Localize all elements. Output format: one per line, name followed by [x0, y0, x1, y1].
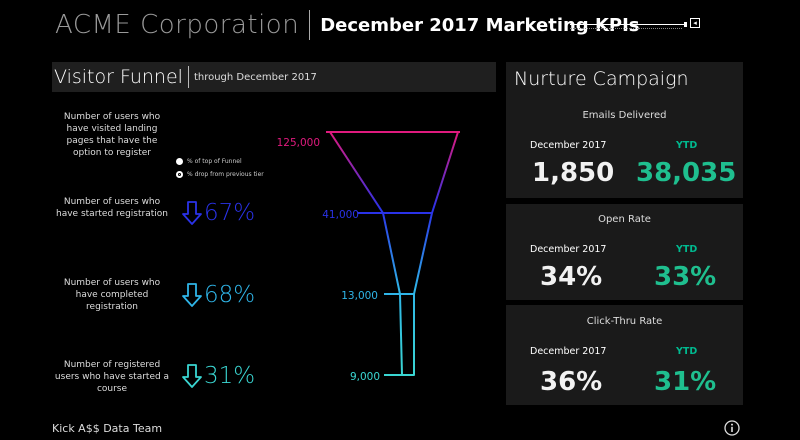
tier-description-3: Number of users who have completed regis…	[63, 278, 161, 312]
company-name: ACME Corporation	[55, 10, 300, 40]
radio-selected-icon[interactable]	[176, 171, 183, 178]
dashboard-title: ACME Corporation December 2017 Marketing…	[55, 10, 640, 40]
down-arrow-icon	[182, 201, 202, 225]
slider-step-icon[interactable]: ◂	[690, 18, 700, 28]
drop-tier-3: 68%	[182, 282, 255, 308]
slider-ticks	[570, 28, 682, 29]
down-arrow-icon	[182, 283, 202, 307]
ytd-label: YTD	[676, 346, 698, 357]
nurture-panel-click-thru: Click-Thru Rate December 2017 YTD 36% 31…	[506, 305, 743, 405]
drop-value: 68%	[204, 282, 256, 308]
funnel-chart: 125,000 41,000 13,000 9,000	[277, 131, 460, 383]
month-label: December 2017	[530, 140, 607, 151]
ytd-label: YTD	[676, 244, 698, 255]
legend-option-top-of-funnel[interactable]: % of top of Funnel	[176, 155, 264, 168]
open-rate-ytd-value: 33%	[654, 262, 717, 292]
nurture-panel-open-rate: Open Rate December 2017 YTD 34% 33%	[506, 204, 743, 300]
tier-description-4: Number of registered users who have star…	[54, 360, 170, 394]
tier-value-1: 125,000	[277, 137, 320, 149]
tier-value-3: 13,000	[341, 290, 378, 302]
drop-tier-4: 31%	[182, 363, 255, 389]
date-slider[interactable]: ◂	[570, 18, 700, 32]
emails-ytd-value: 38,035	[636, 158, 737, 188]
funnel-legend[interactable]: % of top of Funnel % drop from previous …	[176, 155, 264, 181]
click-thru-month-value: 36%	[540, 367, 603, 397]
drop-value: 67%	[204, 200, 256, 226]
drop-tier-2: 67%	[182, 200, 255, 226]
tier-value-2: 41,000	[322, 209, 359, 221]
emails-month-value: 1,850	[532, 158, 615, 188]
funnel-title: Visitor Funnel	[54, 66, 183, 88]
title-divider	[309, 10, 311, 40]
funnel-outline	[329, 131, 459, 376]
ytd-label: YTD	[676, 140, 698, 151]
month-label: December 2017	[530, 346, 607, 357]
slider-track[interactable]	[570, 24, 686, 25]
metric-title: Emails Delivered	[582, 110, 667, 121]
open-rate-month-value: 34%	[540, 262, 603, 292]
nurture-title: Nurture Campaign	[514, 68, 689, 90]
funnel-subtitle: through December 2017	[193, 71, 317, 83]
legend-option-drop-previous[interactable]: % drop from previous tier	[176, 168, 264, 181]
visitor-funnel-header: Visitor Funnel through December 2017	[52, 62, 496, 92]
tier-description-2: Number of users who have started registr…	[56, 197, 168, 219]
info-icon[interactable]	[724, 420, 740, 436]
report-title: December 2017 Marketing KPIs	[320, 14, 640, 36]
tier-value-4: 9,000	[350, 371, 380, 383]
tier-description-1: Number of users who have visited landing…	[63, 112, 161, 158]
legend-label: % drop from previous tier	[187, 171, 264, 178]
click-thru-ytd-value: 31%	[654, 367, 717, 397]
header-divider	[187, 66, 189, 88]
metric-title: Open Rate	[598, 214, 651, 225]
footer-team: Kick A$$ Data Team	[52, 422, 163, 435]
metric-title: Click-Thru Rate	[586, 316, 663, 327]
legend-label: % of top of Funnel	[187, 158, 242, 165]
radio-icon[interactable]	[176, 158, 183, 165]
drop-value: 31%	[204, 363, 256, 389]
nurture-panel-emails: Emails Delivered December 2017 YTD 1,850…	[506, 62, 743, 198]
slider-thumb[interactable]	[684, 22, 687, 27]
month-label: December 2017	[530, 244, 607, 255]
down-arrow-icon	[182, 364, 202, 388]
